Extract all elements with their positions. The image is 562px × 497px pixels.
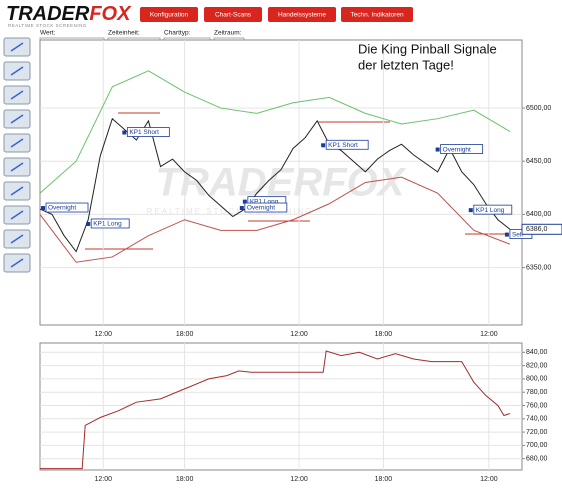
x-tick-label: 12:00 [94, 476, 112, 483]
signal-point [242, 199, 247, 204]
series-line [40, 350, 511, 470]
control-label: Charttyp: [164, 30, 191, 37]
logo: TRADERFOX [6, 3, 132, 25]
signal-box [440, 144, 484, 154]
signal-point [86, 221, 91, 226]
x-tick-label: 12:00 [94, 331, 112, 338]
plots: 6350,00 6400,00 6450,00 6500,00 12:00 18:00 12… [39, 40, 562, 483]
nav-label: Chart-Scans [215, 12, 252, 19]
tool-icon [10, 138, 24, 148]
signal-label: Overnight [247, 205, 275, 212]
signal-point [435, 147, 440, 152]
tagline: REALTIME STOCK SCREENING [8, 23, 87, 28]
control-label: Zeitraum: [214, 30, 242, 37]
annotation: der letzten Tage! [358, 57, 454, 72]
nav-label: Techn. Indikatoren [350, 12, 404, 19]
tool-icon [10, 186, 24, 196]
y-tick-label: 740,00 [526, 416, 548, 423]
x-tick-label: 12:00 [290, 476, 308, 483]
signal-label: KP1 Short [129, 129, 159, 136]
logo-right: FOX [89, 3, 132, 25]
y-tick-label: 6500,00 [526, 105, 551, 112]
y-tick-label: 6450,00 [526, 158, 551, 165]
tool-icon [10, 42, 24, 52]
price-tag [521, 223, 562, 235]
y-tick-label: 720,00 [526, 429, 548, 436]
y-tick-label: 680,00 [526, 456, 548, 463]
signal-label: KP1 Long [250, 198, 279, 205]
signal-box [325, 139, 369, 150]
signal-label: Overnight [443, 146, 471, 153]
nav-label: Konfiguration [150, 12, 189, 19]
y-tick-label: 800,00 [526, 376, 548, 383]
signal-box [90, 218, 130, 229]
signal-point [504, 232, 509, 237]
equity-panel [39, 342, 523, 471]
control-label: Zeiteinheit: [108, 30, 140, 37]
signal-label: KP1 Short [328, 142, 358, 149]
x-tick-label: 18:00 [176, 476, 194, 483]
y-tick-label: 780,00 [526, 389, 548, 396]
nav-button[interactable] [268, 7, 336, 22]
signal-point [321, 143, 326, 148]
y-tick-label: 820,00 [526, 362, 548, 369]
signal-label: Overnight [48, 205, 76, 212]
nav: Konfiguration Chart-Scans Handelssysteme Te… [140, 7, 413, 22]
price-panel [39, 39, 523, 326]
signal-point [468, 208, 473, 213]
toolbar [3, 37, 31, 273]
tool-icon [10, 234, 24, 244]
tool-icon [10, 210, 24, 220]
nav-button[interactable] [204, 7, 262, 22]
target-lines [85, 112, 505, 250]
signal-label: Sell [512, 231, 523, 238]
signal-box [45, 202, 89, 213]
nav-label: Handelssysteme [278, 12, 326, 19]
logo-left: TRADER [6, 3, 90, 25]
signal-box [126, 127, 170, 137]
x-tick-label: 18:00 [176, 331, 194, 338]
y-tick-label: 840,00 [526, 349, 548, 356]
signal-point [41, 206, 46, 211]
control-label: Wert: [40, 30, 56, 37]
tool-icon [10, 114, 24, 124]
tool-icon [10, 258, 24, 268]
series-line [39, 117, 511, 253]
series-line [39, 176, 511, 263]
price-tag-label: 6386,0 [526, 226, 548, 233]
tool-icon [10, 90, 24, 100]
nav-button[interactable] [341, 7, 413, 22]
signal-box [473, 204, 513, 215]
x-tick-label: 12:00 [480, 476, 498, 483]
series-line [39, 70, 511, 194]
signal-point [122, 130, 127, 135]
watermark-tagline: REALTIME STOCK SCREENING [147, 207, 314, 216]
annotation: Die King Pinball Signale [358, 41, 497, 56]
signal-box [244, 202, 288, 213]
x-tick-label: 18:00 [375, 476, 393, 483]
nav-button[interactable] [140, 7, 198, 22]
x-tick-label: 12:00 [290, 331, 308, 338]
x-tick-label: 18:00 [375, 331, 393, 338]
signal-label: KP1 Long [93, 221, 122, 228]
signal-label: KP1 Long [476, 207, 505, 214]
signal-point [239, 206, 244, 211]
tool-icon [10, 162, 24, 172]
y-tick-label: 6350,00 [526, 264, 551, 271]
x-tick-label: 12:00 [480, 331, 498, 338]
y-tick-label: 700,00 [526, 442, 548, 449]
tool-icon [10, 66, 24, 76]
y-tick-label: 760,00 [526, 402, 548, 409]
y-tick-label: 6400,00 [526, 211, 551, 218]
